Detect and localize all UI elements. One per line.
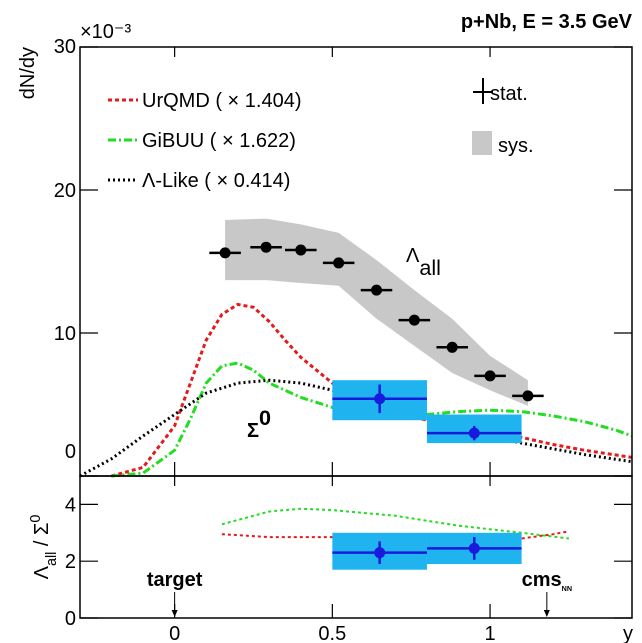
y-tick-label: 0 (65, 441, 76, 463)
data-point (484, 370, 496, 382)
y-tick-label: 2 (65, 551, 76, 573)
data-point (374, 393, 386, 405)
x-tick-label: 0 (169, 623, 180, 643)
y-axis-label-part: all (44, 552, 60, 566)
legend-label: UrQMD ( × 1.404) (142, 90, 301, 112)
y-multiplier: ×10⁻³ (80, 21, 131, 43)
y-tick-label: 30 (54, 36, 76, 58)
data-point (260, 241, 272, 253)
series-label: Λall (406, 245, 441, 280)
legend-label: GiBUU ( × 1.622) (142, 130, 296, 152)
y-axis-label-part: 0 (28, 515, 44, 523)
y-tick-label: 0 (65, 608, 76, 630)
data-point (522, 390, 534, 402)
annotation-part: target (147, 569, 203, 591)
y-axis-label-part: Λ (31, 565, 53, 579)
data-point (468, 542, 480, 554)
data-point (333, 257, 345, 269)
x-tick-label: 1 (484, 623, 495, 643)
data-point (446, 341, 458, 353)
model-curve (221, 507, 570, 540)
legend-label: sys. (498, 135, 534, 157)
data-point (468, 427, 480, 439)
x-axis-label: y (623, 623, 633, 643)
data-point (219, 247, 231, 259)
series-label-part: Σ (247, 420, 259, 442)
y-tick-label: 20 (54, 180, 76, 202)
legend-label: Λ-Like ( × 0.414) (142, 170, 290, 192)
arrow-head (543, 610, 550, 617)
data-point (371, 284, 383, 296)
model-curve (111, 302, 633, 478)
arrow-head (171, 610, 178, 617)
y-axis-label: Λall / Σ0 (28, 515, 60, 580)
annotation-part: NN (562, 584, 572, 593)
y-axis-label: dN/dy (17, 47, 39, 99)
series-label-part: Λ (406, 245, 420, 267)
series-label: Σ0 (247, 405, 271, 443)
x-tick-label: 0.5 (318, 623, 346, 643)
chart-title: p+Nb, E = 3.5 GeV (461, 11, 633, 33)
data-point (374, 547, 386, 559)
annotation: target (147, 569, 203, 591)
panel-frame (79, 475, 633, 619)
sys-band (225, 218, 528, 406)
y-axis-label-part: / Σ (31, 523, 53, 552)
data-point (408, 314, 420, 326)
series-label-part: all (419, 255, 441, 280)
data-point (295, 244, 307, 256)
legend-sys-swatch (472, 131, 492, 155)
y-tick-label: 10 (54, 323, 76, 345)
y-tick-label: 4 (65, 494, 76, 516)
annotation-part: cms (522, 569, 562, 591)
legend-label: stat. (490, 83, 528, 105)
series-label-part: 0 (259, 405, 271, 430)
annotation: cmsNN (522, 569, 572, 593)
model-curve (111, 361, 633, 478)
